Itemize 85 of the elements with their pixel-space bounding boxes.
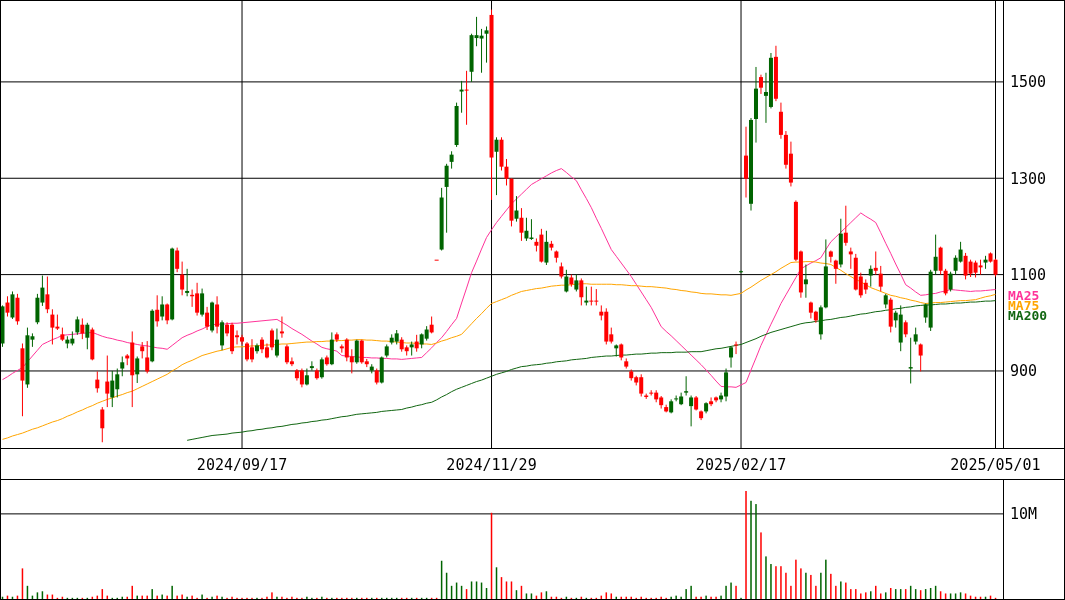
candlestick bbox=[344, 337, 349, 362]
candlestick bbox=[95, 370, 100, 394]
y-tick-label: 900 bbox=[1010, 362, 1038, 381]
candlestick bbox=[484, 26, 489, 64]
candlestick bbox=[544, 230, 549, 266]
candlestick bbox=[274, 328, 279, 358]
candlestick bbox=[938, 246, 943, 276]
candlestick bbox=[878, 265, 883, 292]
line-series bbox=[186, 300, 997, 441]
candlestick bbox=[5, 295, 10, 318]
candlestick bbox=[459, 80, 464, 114]
candlestick bbox=[50, 308, 55, 345]
candlestick bbox=[205, 306, 210, 331]
candlestick bbox=[689, 395, 694, 427]
candlestick bbox=[464, 70, 469, 126]
candlestick bbox=[110, 370, 115, 408]
candlestick bbox=[145, 340, 150, 374]
candlestick bbox=[100, 406, 105, 443]
candlestick bbox=[309, 360, 314, 371]
y-tick-label: 1300 bbox=[1010, 169, 1047, 188]
candlestick bbox=[299, 368, 304, 388]
candlestick bbox=[933, 234, 938, 276]
candlestick bbox=[85, 322, 90, 350]
candlestick bbox=[45, 276, 50, 314]
candlestick bbox=[943, 268, 948, 296]
candlestick bbox=[279, 316, 284, 339]
candlestick bbox=[10, 290, 15, 320]
candlestick bbox=[843, 205, 848, 247]
candlestick bbox=[245, 341, 250, 362]
candlestick bbox=[354, 339, 359, 365]
candlestick bbox=[709, 396, 714, 407]
candlestick bbox=[833, 259, 838, 285]
candlestick bbox=[729, 345, 734, 369]
candlestick bbox=[269, 328, 274, 351]
candlestick bbox=[494, 136, 499, 196]
x-tick-label: 2024/09/17 bbox=[196, 456, 288, 474]
candlestick bbox=[758, 74, 763, 95]
candlestick bbox=[175, 247, 180, 273]
candlestick bbox=[120, 356, 125, 377]
candlestick bbox=[514, 195, 519, 223]
candlestick bbox=[579, 277, 584, 306]
candlestick bbox=[135, 356, 140, 384]
candlestick bbox=[215, 295, 220, 334]
candlestick bbox=[200, 288, 205, 318]
ref-line-label: 10M bbox=[1010, 505, 1038, 524]
candlestick bbox=[80, 317, 85, 340]
candlestick bbox=[948, 271, 953, 292]
x-tick-label: 2024/11/29 bbox=[446, 456, 537, 474]
candlestick bbox=[479, 28, 484, 74]
line-series bbox=[2, 261, 997, 440]
y-tick-label: 1100 bbox=[1010, 265, 1047, 284]
candlestick bbox=[908, 337, 913, 384]
candlestick bbox=[220, 319, 225, 351]
candlestick bbox=[739, 270, 744, 274]
candlestick bbox=[185, 268, 190, 297]
candlestick bbox=[744, 126, 749, 199]
x-tick-label: 2025/02/17 bbox=[695, 456, 787, 474]
candlestick bbox=[918, 342, 923, 372]
candlestick bbox=[524, 217, 529, 242]
candlestick bbox=[564, 269, 569, 293]
candlestick bbox=[504, 158, 509, 186]
candlestick bbox=[254, 342, 259, 355]
candlestick bbox=[160, 295, 165, 321]
candlestick bbox=[873, 250, 878, 276]
candlestick bbox=[584, 286, 589, 306]
candlestick bbox=[778, 102, 783, 140]
y-tick-label: 1500 bbox=[1010, 73, 1047, 92]
line-series bbox=[2, 168, 997, 388]
candlestick bbox=[714, 395, 719, 403]
candlestick bbox=[319, 356, 324, 380]
x-tick-label: 2025/05/01 bbox=[950, 456, 1041, 474]
candlestick bbox=[734, 341, 739, 355]
candlestick bbox=[105, 355, 110, 408]
candlestick bbox=[589, 286, 594, 306]
candlestick bbox=[155, 294, 160, 328]
candlestick bbox=[803, 263, 808, 299]
candlestick bbox=[519, 207, 524, 242]
candlestick bbox=[848, 247, 853, 270]
candlestick bbox=[15, 293, 20, 326]
candlestick bbox=[444, 163, 449, 234]
candlestick bbox=[75, 316, 80, 336]
candlestick bbox=[868, 264, 873, 288]
candlestick bbox=[684, 375, 689, 397]
candlestick bbox=[180, 261, 185, 296]
candlestick bbox=[649, 389, 654, 397]
